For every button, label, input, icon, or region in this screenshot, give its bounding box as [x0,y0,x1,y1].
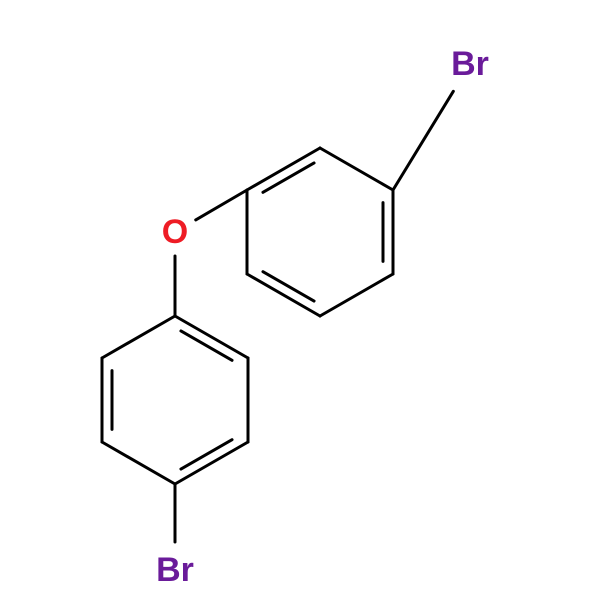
molecule-diagram: O Br Br [0,0,600,600]
atom-label-br1: Br [451,45,489,83]
atom-label-o: O [162,213,188,251]
atom-label-layer: O Br Br [156,45,489,589]
atom-label-br2: Br [156,551,194,589]
bond-layer [102,91,453,542]
